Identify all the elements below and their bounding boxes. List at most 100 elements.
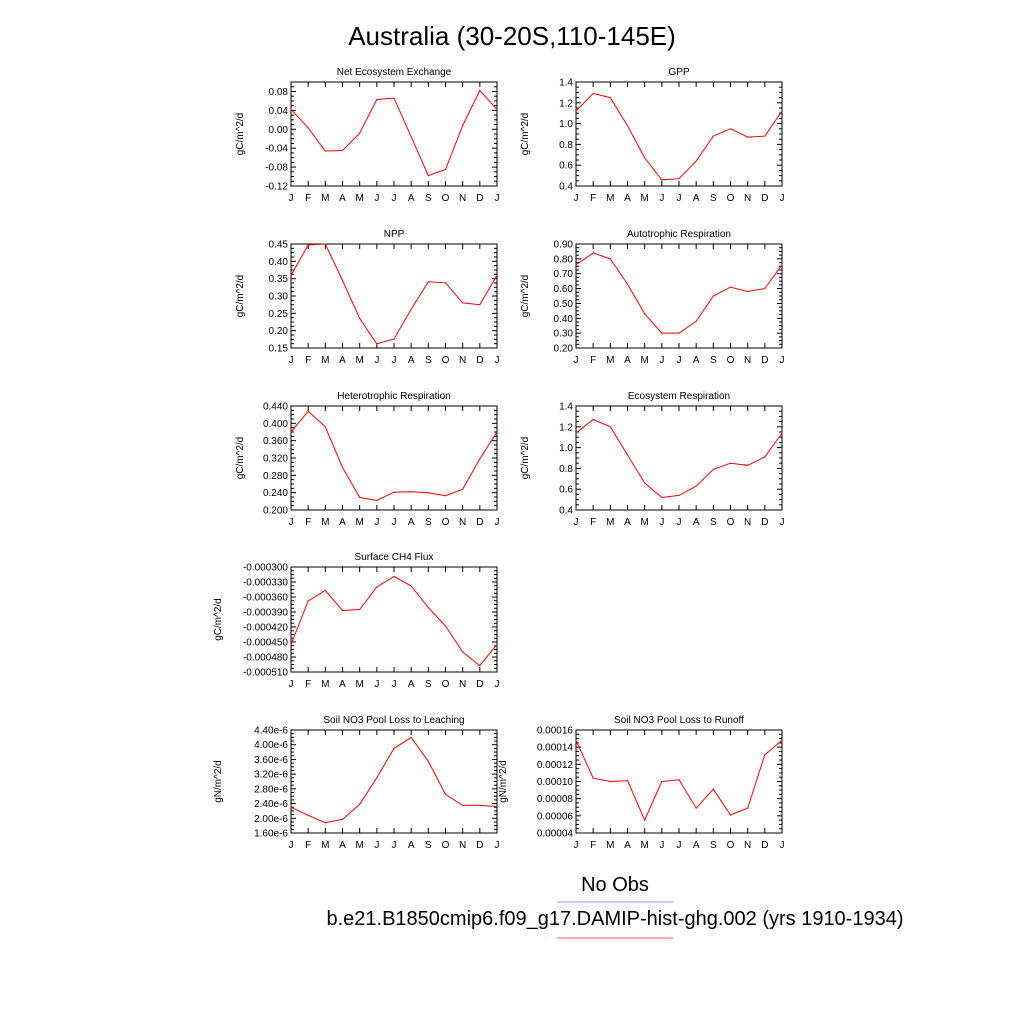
series-line: [575, 92, 783, 181]
y-tick-label: 1.4: [559, 78, 573, 89]
legend: No Obs b.e21.B1850cmip6.f09_g17.DAMIP-hi…: [326, 874, 904, 939]
x-tick-label: J: [289, 840, 294, 851]
x-tick-label: A: [408, 355, 415, 366]
data-point: [695, 160, 697, 162]
x-tick-label: F: [590, 355, 596, 366]
data-point: [462, 124, 464, 127]
data-point: [307, 600, 309, 602]
y-tick-label: 4.00e-6: [254, 740, 288, 751]
y-tick-label: 0.20: [554, 344, 574, 355]
data-point: [290, 643, 292, 646]
x-tick-label: J: [780, 193, 785, 204]
y-tick-label: -0.000330: [243, 578, 288, 589]
data-point: [410, 736, 412, 738]
data-point: [290, 274, 292, 276]
x-tick-label: F: [305, 193, 311, 204]
x-tick-label: S: [710, 517, 717, 528]
y-axis-label: gC/m^2/d: [520, 437, 531, 480]
data-point: [575, 432, 577, 434]
y-tick-label: 0.40: [554, 314, 574, 325]
x-tick-label: D: [476, 355, 483, 366]
data-point: [695, 320, 697, 322]
x-tick-label: O: [442, 193, 450, 204]
panel-title: Autotrophic Respiration: [627, 229, 731, 240]
x-tick-label: A: [408, 517, 415, 528]
x-tick-label: M: [640, 355, 648, 366]
data-point: [747, 464, 749, 466]
x-tick-label: O: [442, 679, 450, 690]
x-tick-label: D: [476, 517, 483, 528]
panel-title: GPP: [668, 67, 689, 78]
panel-title: Surface CH4 Flux: [355, 552, 434, 563]
y-tick-label: 0.360: [263, 436, 288, 447]
y-tick-label: 3.60e-6: [254, 755, 288, 766]
data-point: [678, 779, 680, 781]
x-tick-label: J: [659, 840, 664, 851]
data-point: [479, 664, 481, 667]
x-tick-label: J: [495, 517, 500, 528]
x-tick-label: J: [392, 679, 397, 690]
data-point: [479, 304, 481, 306]
y-tick-label: 0.00004: [537, 829, 574, 840]
y-tick-label: 0.30: [554, 329, 574, 340]
x-tick-label: A: [693, 355, 700, 366]
y-tick-label: 1.4: [559, 402, 573, 413]
y-tick-label: -0.000450: [243, 638, 288, 649]
y-tick-label: 0.60: [554, 284, 574, 295]
y-tick-label: 0.00016: [537, 726, 574, 737]
x-tick-label: M: [640, 193, 648, 204]
y-tick-label: 3.20e-6: [254, 770, 288, 781]
data-point: [324, 150, 326, 152]
y-tick-label: 0.00: [269, 125, 289, 136]
y-tick-label: 0.15: [269, 344, 289, 355]
plot-frame: [290, 243, 498, 349]
x-tick-label: J: [374, 193, 379, 204]
x-tick-label: J: [495, 840, 500, 851]
data-point: [341, 149, 344, 152]
x-tick-label: O: [442, 517, 450, 528]
x-tick-label: J: [495, 679, 500, 690]
data-point: [729, 462, 732, 464]
x-tick-label: A: [408, 193, 415, 204]
y-tick-label: 0.40: [269, 257, 289, 268]
x-tick-label: O: [727, 517, 735, 528]
data-point: [341, 818, 344, 820]
y-tick-label: 1.0: [559, 443, 573, 454]
data-point: [747, 807, 749, 809]
x-tick-label: J: [659, 193, 664, 204]
data-point: [695, 485, 697, 487]
x-tick-label: A: [624, 840, 631, 851]
plot-frame: [290, 405, 498, 511]
x-tick-label: A: [408, 840, 415, 851]
x-tick-label: F: [590, 193, 596, 204]
series-line: [290, 410, 498, 502]
y-tick-label: -0.000420: [243, 623, 288, 634]
data-point: [592, 252, 594, 254]
x-tick-label: O: [727, 840, 735, 851]
x-tick-label: O: [727, 193, 735, 204]
data-point: [427, 175, 429, 177]
data-point: [462, 651, 464, 653]
panel-title: Soil NO3 Pool Loss to Leaching: [323, 715, 464, 726]
y-axis-label: gC/m^2/d: [235, 275, 246, 318]
x-tick-label: J: [392, 517, 397, 528]
plot-frame: [290, 566, 498, 673]
data-point: [376, 343, 378, 345]
data-point: [341, 609, 344, 612]
data-point: [496, 643, 498, 646]
data-point: [427, 606, 429, 609]
x-tick-label: A: [624, 355, 631, 366]
series-line: [290, 89, 498, 177]
data-point: [307, 127, 309, 129]
data-point: [712, 788, 714, 790]
x-tick-label: F: [590, 517, 596, 528]
data-point: [341, 466, 344, 469]
series-line: [290, 575, 498, 667]
data-point: [644, 819, 646, 821]
y-tick-label: 2.00e-6: [254, 814, 288, 825]
y-axis-label: gN/m^2/d: [498, 760, 509, 803]
x-tick-label: M: [355, 679, 363, 690]
data-point: [359, 803, 361, 805]
